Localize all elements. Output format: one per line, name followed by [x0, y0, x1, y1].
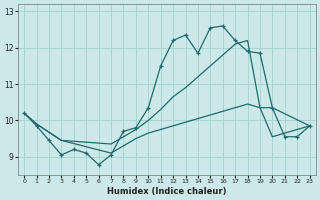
- X-axis label: Humidex (Indice chaleur): Humidex (Indice chaleur): [107, 187, 227, 196]
